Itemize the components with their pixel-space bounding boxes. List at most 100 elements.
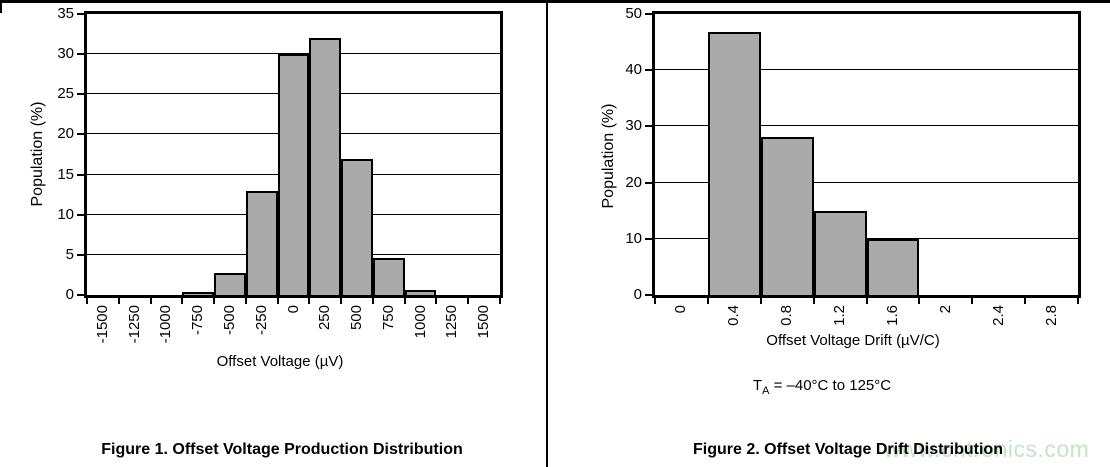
x-axis-tick (213, 298, 215, 304)
histogram-bar (182, 292, 214, 295)
histogram-bar (278, 54, 309, 295)
y-axis-tick-label: 5 (65, 245, 74, 263)
y-axis-tick (645, 125, 652, 128)
figure1-caption: Figure 1. Offset Voltage Production Dist… (101, 441, 463, 458)
histogram-bar (405, 290, 436, 295)
y-axis-tick (645, 181, 652, 184)
y-axis-tick (645, 294, 652, 296)
x-axis-tick-label: 1.2 (831, 305, 848, 326)
x-axis-tick-label: -1000 (157, 305, 174, 344)
y-axis-tick (77, 213, 84, 216)
figure2-x-axis-title: Offset Voltage Drift (µV/C) (766, 332, 940, 349)
y-axis-tick (77, 53, 84, 56)
x-axis-tick-label: 1.6 (884, 305, 901, 326)
condition-symbol: T (752, 377, 763, 394)
x-axis-tick (404, 298, 406, 304)
y-axis-tick-label: 25 (57, 85, 74, 103)
x-axis-tick-label: 0.8 (778, 305, 795, 326)
y-axis-tick (645, 13, 652, 15)
y-axis-tick-label: 20 (57, 125, 74, 143)
gridline (87, 53, 500, 55)
y-axis-tick (77, 13, 84, 15)
x-axis-tick-label: 0.4 (725, 305, 742, 326)
x-axis-tick (971, 298, 973, 304)
x-axis-tick-label: 0 (672, 305, 689, 314)
histogram-bar (309, 38, 341, 295)
y-axis-tick-label: 10 (625, 229, 642, 247)
y-axis-tick-label: 10 (57, 205, 74, 223)
x-axis-tick-label: -1250 (126, 305, 143, 344)
figure1-y-axis-title: Population (%) (29, 101, 46, 207)
x-axis-tick-label: -500 (221, 305, 238, 336)
gridline (655, 181, 1078, 183)
x-axis-tick-label: 2.8 (1043, 305, 1060, 326)
x-axis-tick (918, 298, 920, 304)
y-axis-tick (77, 253, 84, 256)
figure2-caption: Figure 2. Offset Voltage Drift Distribut… (693, 441, 1003, 458)
x-axis-tick-label: -1500 (94, 305, 111, 344)
x-axis-tick (277, 298, 279, 304)
y-axis-tick-label: 15 (57, 165, 74, 183)
y-axis-tick (77, 173, 84, 176)
x-axis-tick (308, 298, 310, 304)
x-axis-tick (340, 298, 342, 304)
x-axis-tick-label: 0 (285, 305, 302, 314)
x-axis-tick-label: 250 (316, 305, 333, 331)
x-axis-tick-label: 750 (380, 305, 397, 331)
x-axis-tick (499, 298, 501, 304)
y-axis-tick (645, 69, 652, 72)
y-axis-tick-label: 30 (57, 45, 74, 63)
x-axis-tick (181, 298, 183, 304)
x-axis-tick-label: 2 (937, 305, 954, 314)
figure2-y-axis-title: Population (%) (600, 103, 617, 209)
figure1-x-axis-title: Offset Voltage (µV) (216, 353, 344, 370)
x-axis-tick (866, 298, 868, 304)
y-axis-tick-label: 50 (625, 5, 642, 22)
x-axis-tick (654, 298, 656, 304)
x-axis-tick (150, 298, 152, 304)
temperature-condition: TA = –40°C to 125°C (753, 377, 891, 397)
x-axis-tick (118, 298, 120, 304)
x-axis-tick (1024, 298, 1026, 304)
condition-text: = –40°C to 125°C (769, 377, 892, 394)
histogram-bar (814, 211, 867, 295)
figure1-plot-area: 0 5 10 15 20 25 30 35 -1500 -1250 -1000 -750 -500 -25… (57, 6, 503, 343)
figure2-plot-area: 0 10 20 30 40 50 0 0.4 0.8 1.2 1.6 2 2.4 2.8 (625, 6, 1081, 326)
histogram-bar (708, 32, 761, 295)
y-axis-tick (645, 237, 652, 240)
histogram-bar (246, 191, 278, 295)
y-axis-tick-label: 0 (65, 286, 74, 303)
histogram-bar (761, 137, 814, 295)
y-axis-tick-label: 30 (625, 117, 642, 135)
y-axis-tick (77, 133, 84, 136)
x-axis-tick-label: 1000 (412, 305, 429, 339)
x-axis-tick (813, 298, 815, 304)
column-divider (546, 0, 548, 467)
x-axis-tick-label: 1250 (443, 305, 460, 339)
gridline (655, 69, 1078, 71)
x-axis-tick (707, 298, 709, 304)
x-axis-tick-label: -750 (189, 305, 206, 336)
x-axis-tick (372, 298, 374, 304)
site-watermark: www.cntronics.com (884, 436, 1090, 462)
x-axis-tick (86, 298, 88, 304)
x-axis-tick-label: 500 (348, 305, 365, 331)
table-top-border (0, 0, 1110, 3)
condition-subscript: A (762, 385, 770, 397)
histogram-bar (373, 258, 405, 295)
histogram-bar (214, 273, 246, 295)
y-axis-tick-label: 35 (57, 5, 74, 22)
y-axis-tick (77, 294, 84, 296)
y-axis-tick-label: 0 (633, 286, 642, 303)
table-left-border-stub (0, 0, 2, 13)
x-axis-tick (467, 298, 469, 304)
x-axis-tick (1077, 298, 1079, 304)
gridline (655, 125, 1078, 127)
y-axis-tick-label: 20 (625, 173, 642, 191)
y-axis-tick-label: 40 (625, 61, 642, 79)
x-axis-tick-label: 2.4 (990, 305, 1007, 326)
x-axis-tick-label: -250 (253, 305, 270, 336)
x-axis-tick (760, 298, 762, 304)
histogram-bar (341, 159, 373, 295)
